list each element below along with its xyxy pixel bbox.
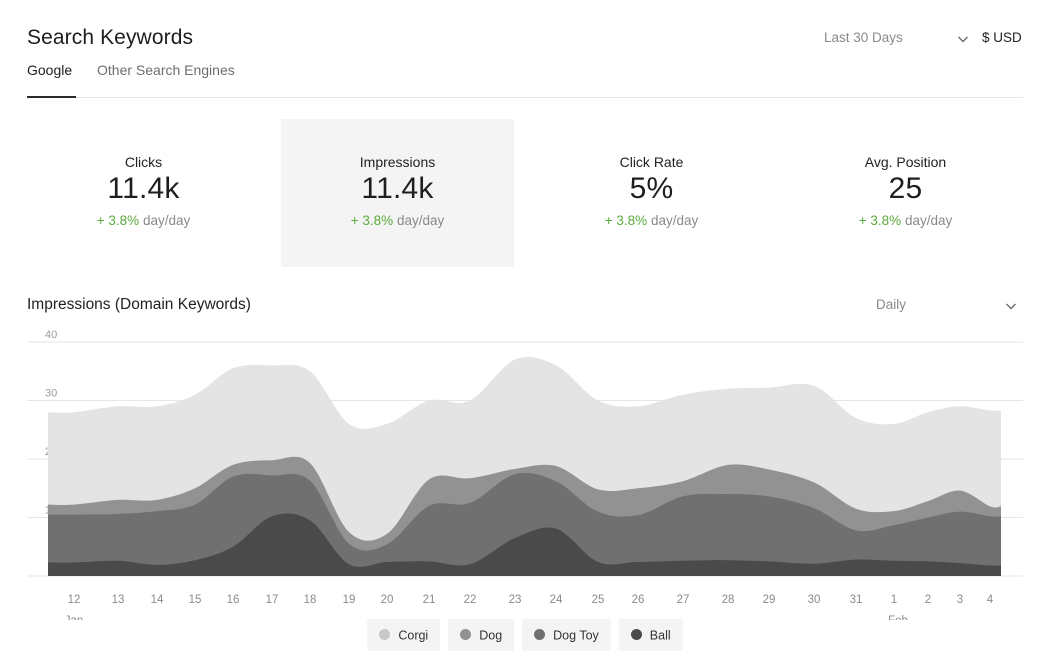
- kpi-delta-suffix: day/day: [393, 213, 445, 228]
- kpi-delta-sign: +: [96, 213, 109, 228]
- kpi-delta-value: 3.8%: [362, 213, 394, 228]
- x-tick-label: 1: [891, 594, 897, 606]
- x-tick-label: 4: [987, 594, 994, 606]
- x-tick-label: 19: [343, 594, 356, 606]
- kpi-card-impressions[interactable]: Impressions 11.4k + 3.8% day/day: [281, 119, 514, 267]
- x-tick-label: 28: [722, 594, 735, 606]
- chart-title: Impressions (Domain Keywords): [27, 296, 251, 313]
- x-tick-label: 20: [381, 594, 394, 606]
- kpi-card-clicks[interactable]: Clicks 11.4k + 3.8% day/day: [27, 119, 260, 267]
- x-tick-label: 29: [763, 594, 776, 606]
- x-tick-label: 18: [304, 594, 317, 606]
- chevron-down-icon: [1006, 303, 1016, 310]
- legend-swatch: [630, 629, 642, 641]
- tab-google[interactable]: Google: [27, 62, 76, 98]
- area-series-ball: [48, 513, 1001, 576]
- currency-select[interactable]: $ USD: [982, 30, 1022, 45]
- kpi-delta-value: 3.8%: [616, 213, 648, 228]
- interval-select[interactable]: Daily: [876, 297, 1022, 317]
- legend-swatch: [460, 629, 472, 641]
- kpi-card-click-rate[interactable]: Click Rate 5% + 3.8% day/day: [535, 119, 768, 267]
- kpi-row: Clicks 11.4k + 3.8% day/day Impressions …: [27, 119, 1023, 267]
- x-tick-label: 23: [509, 594, 522, 606]
- kpi-delta: + 3.8% day/day: [535, 213, 768, 228]
- x-tick-label: 24: [550, 594, 563, 606]
- kpi-value: 11.4k: [361, 172, 434, 205]
- kpi-delta: + 3.8% day/day: [281, 213, 514, 228]
- legend-item-dog[interactable]: Dog: [448, 619, 515, 651]
- kpi-delta: + 3.8% day/day: [789, 213, 1022, 228]
- kpi-label: Click Rate: [619, 154, 684, 170]
- tab-other-search-engines[interactable]: Other Search Engines: [97, 62, 235, 78]
- y-tick-label: 40: [45, 330, 57, 341]
- month-label: Jan: [65, 615, 84, 620]
- kpi-card-avg-position[interactable]: Avg. Position 25 + 3.8% day/day: [789, 119, 1022, 267]
- legend-label: Ball: [649, 628, 671, 643]
- x-tick-label: 16: [227, 594, 240, 606]
- kpi-delta-sign: +: [858, 213, 871, 228]
- kpi-delta-sign: +: [350, 213, 363, 228]
- kpi-delta-value: 3.8%: [870, 213, 902, 228]
- x-tick-label: 31: [850, 594, 863, 606]
- page-title: Search Keywords: [27, 26, 194, 49]
- legend-label: Dog: [479, 628, 503, 643]
- interval-value: Daily: [876, 297, 907, 312]
- kpi-label: Avg. Position: [864, 154, 947, 170]
- kpi-delta-suffix: day/day: [901, 213, 953, 228]
- x-tick-label: 17: [266, 594, 279, 606]
- kpi-label: Impressions: [359, 154, 436, 170]
- legend-label: Dog Toy: [553, 628, 599, 643]
- x-tick-label: 14: [151, 594, 164, 606]
- legend-item-ball[interactable]: Ball: [618, 619, 683, 651]
- legend-label: Corgi: [398, 628, 429, 643]
- legend-item-dog-toy[interactable]: Dog Toy: [522, 619, 611, 651]
- kpi-label: Clicks: [124, 154, 163, 170]
- x-tick-label: 3: [957, 594, 963, 606]
- impressions-area-chart: 4030201012131415161718192021222324252627…: [27, 330, 1023, 620]
- date-range-select[interactable]: Last 30 Days: [824, 30, 970, 50]
- kpi-delta-value: 3.8%: [108, 213, 140, 228]
- x-tick-label: 12: [68, 594, 81, 606]
- kpi-delta-suffix: day/day: [139, 213, 191, 228]
- chart-legend: Corgi Dog Dog Toy Ball: [0, 619, 1050, 651]
- legend-swatch: [379, 629, 391, 641]
- x-tick-label: 22: [464, 594, 477, 606]
- y-tick-label: 30: [45, 388, 57, 400]
- x-tick-label: 27: [677, 594, 690, 606]
- legend-swatch: [534, 629, 546, 641]
- kpi-value: 5%: [629, 172, 674, 205]
- kpi-delta-sign: +: [604, 213, 617, 228]
- kpi-value: 25: [888, 172, 923, 205]
- kpi-delta-suffix: day/day: [647, 213, 699, 228]
- x-tick-label: 2: [925, 594, 931, 606]
- x-tick-label: 15: [189, 594, 202, 606]
- date-range-value: Last 30 Days: [824, 30, 903, 45]
- page-header: Search Keywords Last 30 Days $ USD Googl…: [27, 26, 1023, 98]
- x-tick-label: 30: [808, 594, 821, 606]
- x-tick-label: 21: [423, 594, 436, 606]
- kpi-delta: + 3.8% day/day: [27, 213, 260, 228]
- x-tick-label: 13: [112, 594, 125, 606]
- x-tick-label: 25: [592, 594, 605, 606]
- chevron-down-icon: [958, 36, 968, 43]
- legend-item-corgi[interactable]: Corgi: [367, 619, 441, 651]
- x-tick-label: 26: [632, 594, 645, 606]
- month-label: Feb: [888, 615, 908, 620]
- kpi-value: 11.4k: [107, 172, 180, 205]
